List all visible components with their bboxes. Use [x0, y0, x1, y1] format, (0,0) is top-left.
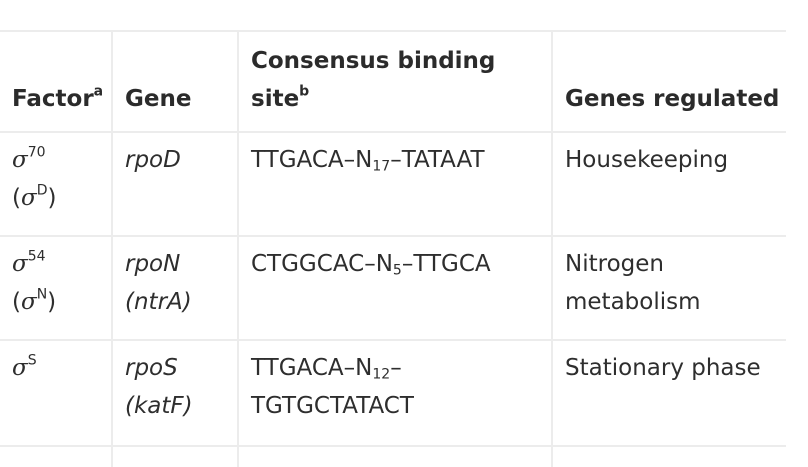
- header-consensus: Consensus binding siteb: [237, 30, 552, 133]
- regulated-line1: Nitrogen: [565, 251, 664, 277]
- table-row: σ54 (σN) rpoN (ntrA) CTGGCAC–N5–TTGCA Ni…: [0, 235, 786, 341]
- header-regulated-label: Genes regulated: [565, 86, 780, 112]
- gene-cell: rpoD: [111, 131, 238, 237]
- header-factor-label: Factor: [12, 86, 94, 112]
- binding-site-line2: TGTGCTATACT: [251, 393, 414, 419]
- header-consensus-line2: site: [251, 86, 300, 112]
- binding-site-part2: –TATAAT: [390, 147, 485, 173]
- table-row-partial: [0, 445, 786, 467]
- binding-site-cell: TTGACA–N12– TGTGCTATACT: [237, 339, 552, 447]
- header-gene: Gene: [111, 30, 238, 133]
- header-factor: Factora: [0, 30, 112, 133]
- binding-site-part1: CTGGCAC–N: [251, 251, 393, 277]
- binding-site-cell: CTGGCAC–N5–TTGCA: [237, 235, 552, 341]
- partial-cell: [111, 445, 238, 467]
- table-header-row: Factora Gene Consensus binding siteb Gene…: [0, 30, 786, 133]
- header-factor-footnote[interactable]: a: [93, 83, 104, 100]
- gene-alias: (ntrA): [125, 289, 192, 315]
- binding-site-spacer: 17: [372, 158, 391, 175]
- genes-regulated-cell: Nitrogen metabolism: [551, 235, 786, 341]
- binding-site-part2: –: [390, 355, 402, 381]
- alt-sigma-superscript: D: [36, 182, 48, 199]
- gene-cell: rpoS (katF): [111, 339, 238, 447]
- sigma-superscript: S: [27, 352, 37, 369]
- header-consensus-line1: Consensus binding: [251, 48, 496, 74]
- binding-site-part2: –TTGCA: [401, 251, 491, 277]
- genes-regulated-cell: Housekeeping: [551, 131, 786, 237]
- sigma-symbol: σ: [12, 355, 28, 381]
- sigma-superscript: 70: [27, 144, 46, 161]
- binding-site-spacer: 5: [392, 262, 402, 279]
- sigma-factor-table-container: Factora Gene Consensus binding siteb Gene…: [0, 30, 786, 467]
- binding-site-spacer: 12: [372, 366, 391, 383]
- gene-cell: rpoN (ntrA): [111, 235, 238, 341]
- alt-sigma-symbol: σ: [20, 185, 37, 211]
- regulated-line1: Stationary phase: [565, 355, 761, 381]
- alt-close-paren: ): [47, 289, 57, 315]
- table-row: σ70 (σD) rpoD TTGACA–N17–TATAAT Housekee…: [0, 131, 786, 237]
- table-row: σS rpoS (katF) TTGACA–N12– TGTGCTATACT S…: [0, 339, 786, 447]
- gene-name: rpoS: [125, 355, 178, 381]
- binding-site-part1: TTGACA–N: [251, 147, 373, 173]
- alt-open-paren: (: [12, 289, 21, 315]
- partial-cell: [237, 445, 552, 467]
- sigma-superscript: 54: [27, 248, 46, 265]
- alt-sigma-symbol: σ: [20, 289, 37, 315]
- genes-regulated-cell: Stationary phase: [551, 339, 786, 447]
- sigma-symbol: σ: [12, 251, 28, 277]
- binding-site-part1: TTGACA–N: [251, 355, 373, 381]
- gene-name: rpoN: [125, 251, 181, 277]
- factor-cell: σ70 (σD): [0, 131, 112, 237]
- sigma-symbol: σ: [12, 147, 28, 173]
- regulated-line1: Housekeeping: [565, 147, 729, 173]
- partial-cell: [0, 445, 112, 467]
- alt-close-paren: ): [47, 185, 57, 211]
- factor-cell: σ54 (σN): [0, 235, 112, 341]
- binding-site-cell: TTGACA–N17–TATAAT: [237, 131, 552, 237]
- alt-open-paren: (: [12, 185, 21, 211]
- header-genes-regulated: Genes regulated: [551, 30, 786, 133]
- regulated-line2: metabolism: [565, 289, 701, 315]
- gene-name: rpoD: [125, 147, 181, 173]
- sigma-factor-table: Factora Gene Consensus binding siteb Gene…: [0, 30, 786, 467]
- gene-alias: (katF): [125, 393, 193, 419]
- partial-cell: [551, 445, 786, 467]
- alt-sigma-superscript: N: [36, 286, 48, 303]
- header-gene-label: Gene: [125, 86, 192, 112]
- header-consensus-footnote[interactable]: b: [299, 83, 310, 100]
- factor-cell: σS: [0, 339, 112, 447]
